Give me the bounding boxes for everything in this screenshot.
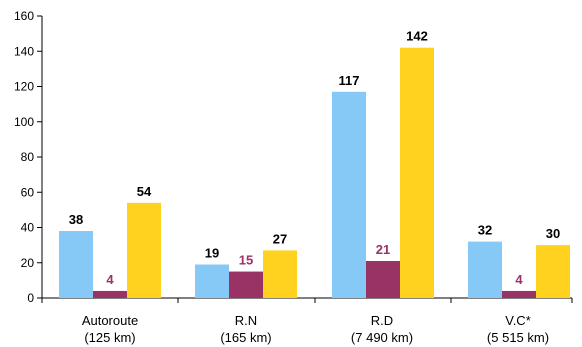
x-tick-label: V.C* bbox=[505, 313, 531, 328]
y-tick-label: 160 bbox=[14, 9, 34, 23]
data-label: 30 bbox=[546, 226, 560, 241]
y-tick-label: 60 bbox=[21, 185, 35, 199]
data-label: 54 bbox=[137, 184, 152, 199]
y-axis: 0 20 40 60 80 100 120 140 160 bbox=[14, 9, 43, 305]
y-tick-label: 80 bbox=[21, 150, 35, 164]
y-tick-label: 40 bbox=[21, 221, 35, 235]
bar bbox=[502, 290, 536, 298]
bar bbox=[229, 271, 263, 298]
y-tick-label: 120 bbox=[14, 80, 34, 94]
y-tick-label: 0 bbox=[27, 291, 34, 305]
bar bbox=[59, 231, 93, 298]
bar bbox=[332, 91, 366, 298]
x-tick-label: R.D bbox=[371, 313, 393, 328]
bar bbox=[195, 264, 229, 298]
bar bbox=[366, 260, 400, 298]
bar bbox=[536, 245, 570, 298]
x-axis: Autoroute (125 km) R.N (165 km) R.D (7 490 km… bbox=[42, 297, 573, 345]
x-tick-label: Autoroute bbox=[82, 313, 138, 328]
bar bbox=[468, 241, 502, 298]
x-tick-sublabel: (165 km) bbox=[220, 330, 271, 345]
y-tick-label: 20 bbox=[21, 256, 35, 270]
x-tick-label: R.N bbox=[235, 313, 257, 328]
data-label: 38 bbox=[69, 212, 83, 227]
data-label: 142 bbox=[406, 29, 428, 44]
bars bbox=[59, 47, 570, 298]
data-label: 21 bbox=[376, 242, 390, 257]
bar bbox=[93, 290, 127, 298]
data-label: 4 bbox=[106, 272, 114, 287]
data-label: 32 bbox=[478, 223, 492, 238]
bar bbox=[400, 47, 434, 298]
data-label: 4 bbox=[515, 272, 523, 287]
x-tick-sublabel: (125 km) bbox=[84, 330, 135, 345]
bar bbox=[127, 202, 161, 298]
data-label: 27 bbox=[273, 231, 287, 246]
data-label: 15 bbox=[239, 253, 253, 268]
data-label: 19 bbox=[205, 246, 219, 261]
data-label: 117 bbox=[339, 73, 360, 88]
y-tick-label: 140 bbox=[14, 44, 34, 58]
x-tick-sublabel: (5 515 km) bbox=[487, 330, 549, 345]
y-tick-label: 100 bbox=[14, 115, 34, 129]
bar bbox=[263, 250, 297, 298]
data-labels: 38 19 117 32 4 15 21 4 54 27 142 30 bbox=[69, 29, 560, 287]
x-tick-sublabel: (7 490 km) bbox=[351, 330, 413, 345]
